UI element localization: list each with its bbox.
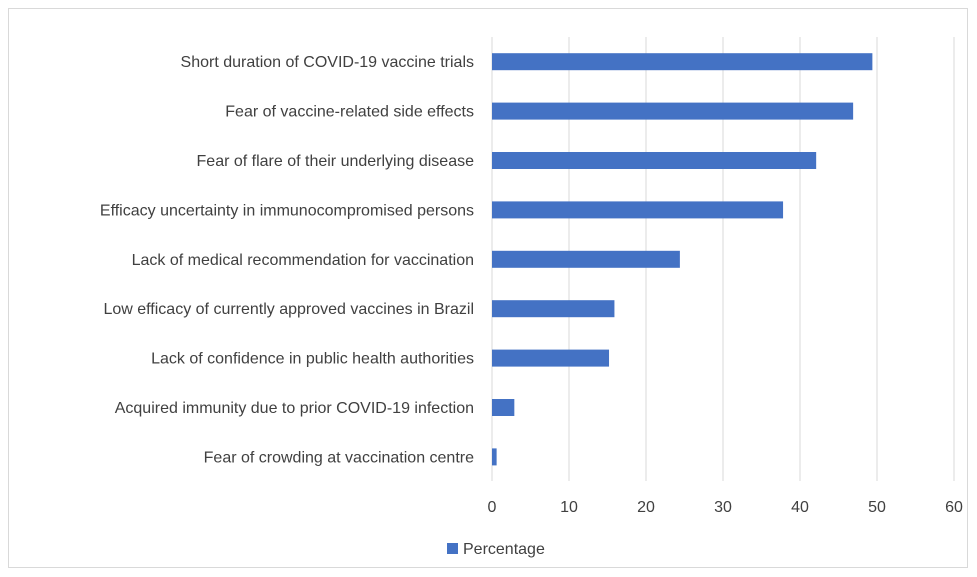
bar <box>492 399 515 416</box>
bar <box>492 53 873 71</box>
category-label: Fear of flare of their underlying diseas… <box>197 153 475 170</box>
legend-label-percentage: Percentage <box>463 541 545 558</box>
x-tick-label: 60 <box>945 499 963 516</box>
bar <box>492 201 784 219</box>
bar <box>492 349 610 367</box>
legend: Percentage <box>447 541 545 558</box>
category-label: Low efficacy of currently approved vacci… <box>103 301 474 318</box>
bar <box>492 300 615 318</box>
x-tick-label: 40 <box>791 499 809 516</box>
x-tick-label: 50 <box>868 499 886 516</box>
bar <box>492 102 854 120</box>
category-label: Efficacy uncertainty in immunocompromise… <box>100 202 474 219</box>
category-label: Short duration of COVID-19 vaccine trial… <box>181 54 474 71</box>
category-label: Fear of crowding at vaccination centre <box>204 449 474 466</box>
x-axis-ticks: 0 10 20 30 40 50 60 <box>488 499 963 516</box>
bar <box>492 250 680 268</box>
category-label: Lack of medical recommendation for vacci… <box>132 252 474 269</box>
x-tick-label: 30 <box>714 499 732 516</box>
x-tick-label: 10 <box>560 499 578 516</box>
category-label: Lack of confidence in public health auth… <box>151 351 474 368</box>
category-labels: Short duration of COVID-19 vaccine trial… <box>100 54 474 466</box>
bars <box>492 53 873 466</box>
x-tick-label: 0 <box>488 499 497 516</box>
bar <box>492 152 817 169</box>
bar <box>492 448 497 466</box>
chart-container: Short duration of COVID-19 vaccine trial… <box>8 8 968 568</box>
legend-swatch-percentage <box>447 543 458 554</box>
bar-chart: Short duration of COVID-19 vaccine trial… <box>100 37 963 558</box>
x-tick-label: 20 <box>637 499 655 516</box>
category-label: Fear of vaccine-related side effects <box>225 104 474 121</box>
category-label: Acquired immunity due to prior COVID-19 … <box>115 400 474 417</box>
